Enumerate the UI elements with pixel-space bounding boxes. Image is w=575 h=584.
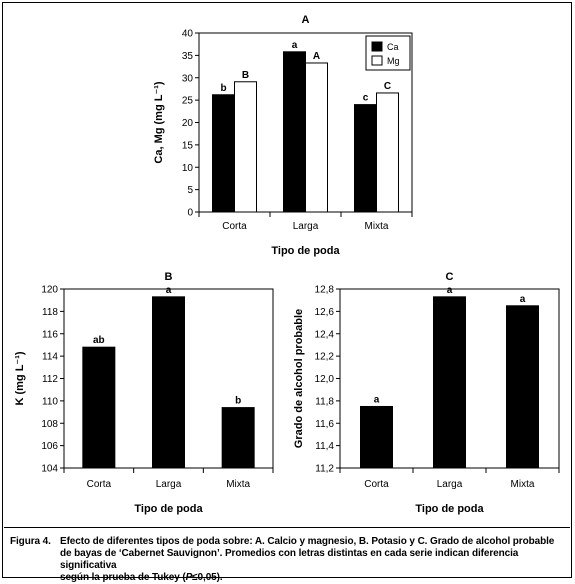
bar — [506, 305, 539, 469]
y-tick-label: 12,0 — [315, 374, 335, 385]
bar — [283, 51, 306, 213]
y-tick-label: 110 — [42, 396, 58, 407]
bar — [360, 405, 393, 469]
significance-letter: a — [166, 285, 172, 296]
y-tick-label: 11,4 — [315, 441, 334, 452]
caption-line-3-pre: según la prueba de Tukey ( — [60, 572, 186, 583]
significance-letter: a — [447, 285, 453, 296]
y-tick-label: 15 — [182, 140, 194, 151]
x-tick-label: Corta — [364, 479, 389, 490]
significance-letter: ab — [93, 335, 105, 346]
chart-title: A — [302, 14, 310, 26]
x-tick-label: Larga — [156, 479, 182, 490]
bar — [354, 104, 377, 213]
chart-title: C — [446, 271, 454, 283]
y-tick-label: 25 — [182, 96, 194, 107]
x-tick-label: Larga — [293, 221, 319, 232]
y-tick-label: 114 — [42, 352, 58, 363]
y-tick-label: 116 — [42, 329, 58, 340]
legend-swatch — [371, 41, 383, 52]
y-tick-label: 20 — [182, 118, 194, 129]
significance-letter: a — [292, 40, 298, 51]
y-axis-label: Grado de alcohol probable — [293, 309, 305, 448]
x-tick-label: Mixta — [511, 479, 535, 490]
significance-letter: b — [220, 83, 226, 94]
significance-letter: C — [384, 81, 391, 92]
caption-line-3-post: ≤0,05). — [192, 572, 223, 583]
bar — [212, 94, 235, 213]
x-axis-label: Tipo de poda — [415, 503, 484, 515]
y-tick-label: 5 — [187, 185, 193, 196]
charts-canvas: A 0 5 10 15 20 25 30 35 40 Corta Larga Mixta b a c B A C Ti… — [14, 14, 560, 515]
bar — [305, 62, 328, 213]
x-tick-label: Mixta — [226, 479, 250, 490]
y-tick-label: 12,8 — [315, 285, 335, 296]
caption-line-3-p: P — [185, 572, 193, 583]
y-tick-label: 10 — [182, 163, 194, 174]
bar — [433, 296, 466, 469]
y-tick-label: 12,6 — [315, 307, 335, 318]
y-tick-label: 11,6 — [315, 419, 334, 430]
y-tick-label: 11,2 — [315, 464, 334, 475]
y-tick-label: 30 — [182, 73, 194, 84]
significance-letter: a — [374, 394, 380, 405]
y-tick-label: 120 — [41, 285, 58, 296]
legend-label: Ca — [387, 42, 399, 52]
y-axis-label: K (mg L⁻¹) — [14, 351, 26, 405]
significance-letter: B — [242, 70, 249, 81]
caption-line-2: de bayas de ‘Cabernet Sauvignon’. Promed… — [60, 548, 519, 571]
x-tick-label: Corta — [87, 479, 112, 490]
y-tick-label: 12,4 — [315, 329, 335, 340]
legend-label: Mg — [387, 56, 400, 66]
bar — [234, 81, 257, 213]
legend: Ca Mg — [365, 35, 411, 71]
significance-letter: a — [520, 294, 526, 305]
chart-title: B — [165, 271, 173, 283]
y-tick-label: 108 — [41, 419, 58, 430]
y-axis-label: Ca, Mg (mg L⁻¹) — [153, 81, 165, 164]
caption-line-1: Efecto de diferentes tipos de poda sobre… — [60, 536, 555, 547]
y-tick-label: 35 — [182, 51, 194, 62]
legend-swatch — [371, 55, 383, 66]
y-tick-label: 118 — [42, 307, 58, 318]
significance-letter: c — [363, 93, 369, 104]
x-tick-label: Corta — [222, 221, 247, 232]
x-axis-label: Tipo de poda — [134, 503, 203, 515]
figure-caption: Figura 4. Efecto de diferentes tipos de p… — [4, 527, 570, 583]
caption-label: Figura 4. — [10, 536, 51, 547]
y-tick-label: 0 — [187, 208, 193, 219]
bar — [82, 346, 116, 469]
x-axis-label: Tipo de poda — [271, 245, 340, 257]
significance-letter: b — [235, 396, 241, 407]
y-tick-label: 12,2 — [315, 352, 335, 363]
bar — [221, 407, 255, 469]
bar — [152, 296, 185, 469]
y-tick-label: 104 — [41, 464, 58, 475]
chart-a: A 0 5 10 15 20 25 30 35 40 Corta Larga Mixta b a c B A C Ti… — [153, 14, 413, 257]
y-tick-label: 11,8 — [315, 396, 334, 407]
caption-line-3: según la prueba de Tukey (P≤0,05). — [10, 572, 564, 584]
significance-letter: A — [313, 51, 320, 62]
y-tick-label: 112 — [42, 374, 58, 385]
y-tick-label: 40 — [182, 29, 194, 40]
chart-c: C 11,2 11,4 11,6 11,8 12,0 12,2 12,4 12,6 12,8 Cor… — [293, 271, 560, 515]
bar — [376, 92, 399, 213]
y-tick-label: 106 — [41, 441, 58, 452]
x-tick-label: Larga — [437, 479, 463, 490]
figure-frame — [2, 2, 572, 578]
x-tick-label: Mixta — [365, 221, 389, 232]
chart-b: B 104 106 108 110 112 114 116 118 120 Corta Larga Mi… — [14, 271, 274, 515]
